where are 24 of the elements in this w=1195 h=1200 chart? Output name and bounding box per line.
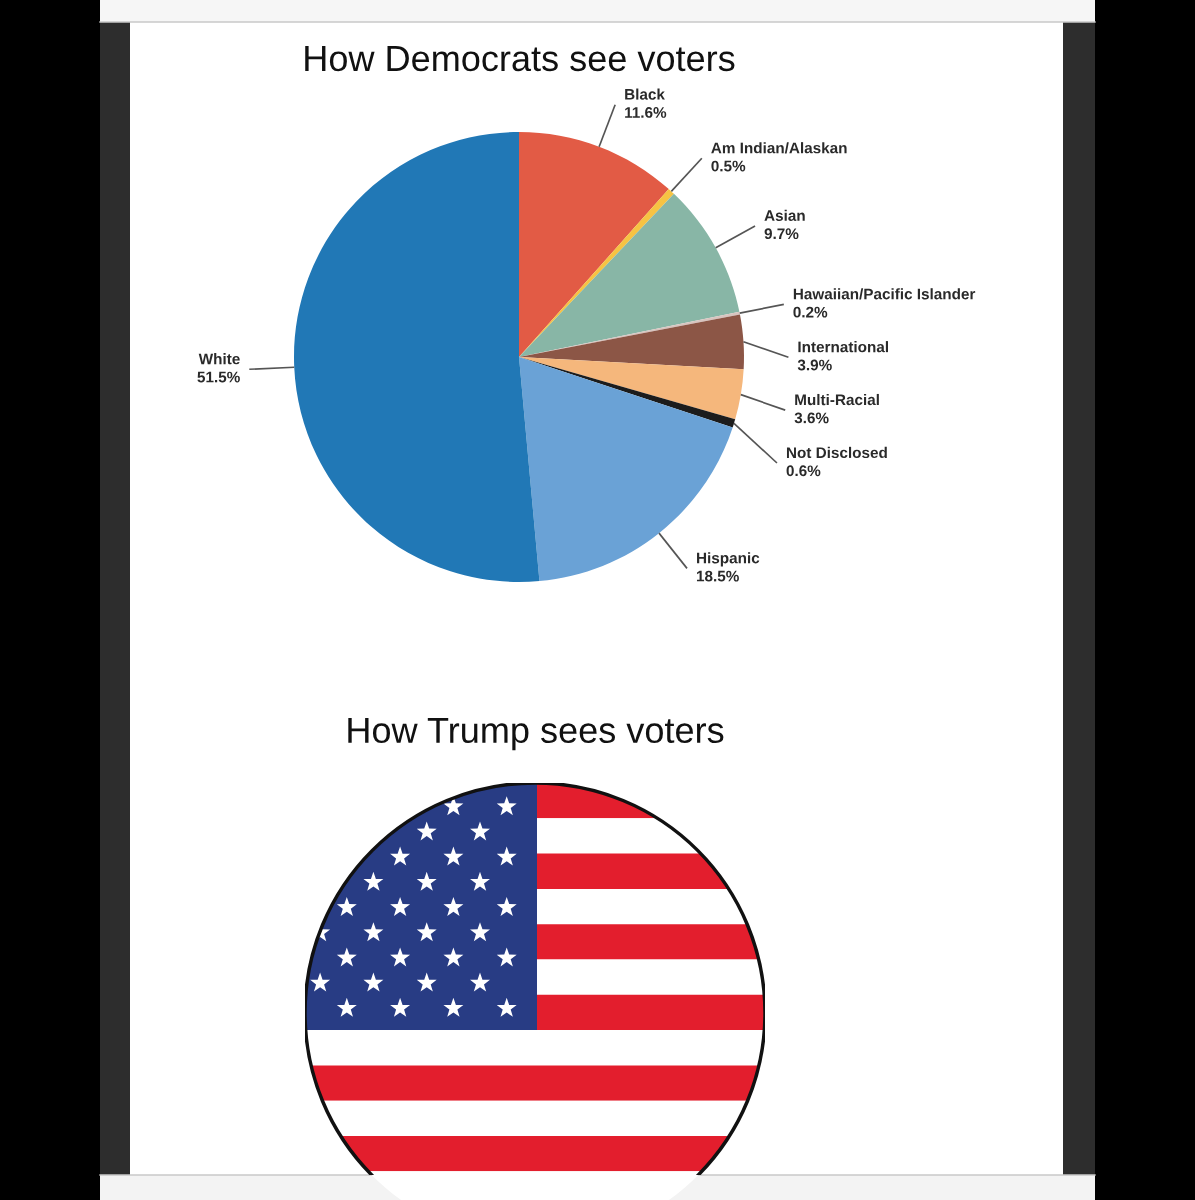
data-label: 9.7% — [764, 228, 799, 240]
data-label: 51.5% — [197, 371, 240, 383]
text: How Trump sees voters — [348, 717, 724, 751]
pie-slice — [519, 132, 669, 357]
pie-slice — [519, 314, 744, 370]
data-label: 0.2% — [793, 306, 828, 318]
data-label: 11.6% — [625, 107, 667, 118]
slice-label: Black — [625, 88, 665, 100]
slice-label: Multi-Racial — [795, 393, 879, 406]
slice-label: Am Indian/Alaskan — [711, 142, 847, 154]
pie-slice — [519, 193, 740, 357]
data-label: 3.9% — [797, 359, 832, 371]
slice-label: Hawaiian/Pacific Islander — [793, 288, 976, 300]
chart-title: How Democrats see voters — [305, 46, 735, 72]
data-label: 18.5% — [696, 570, 739, 582]
slice-label: Asian — [764, 209, 805, 221]
data-label: 3.6% — [794, 412, 829, 424]
slice-label: Hispanic — [697, 552, 760, 567]
slice-label: White — [198, 353, 240, 365]
slice-label: Not Disclosed — [786, 446, 887, 459]
data-label: 0.6% — [786, 465, 821, 477]
data-label: 0.5% — [711, 160, 746, 172]
slice-label: International — [798, 341, 888, 353]
pie-slice — [294, 132, 540, 582]
